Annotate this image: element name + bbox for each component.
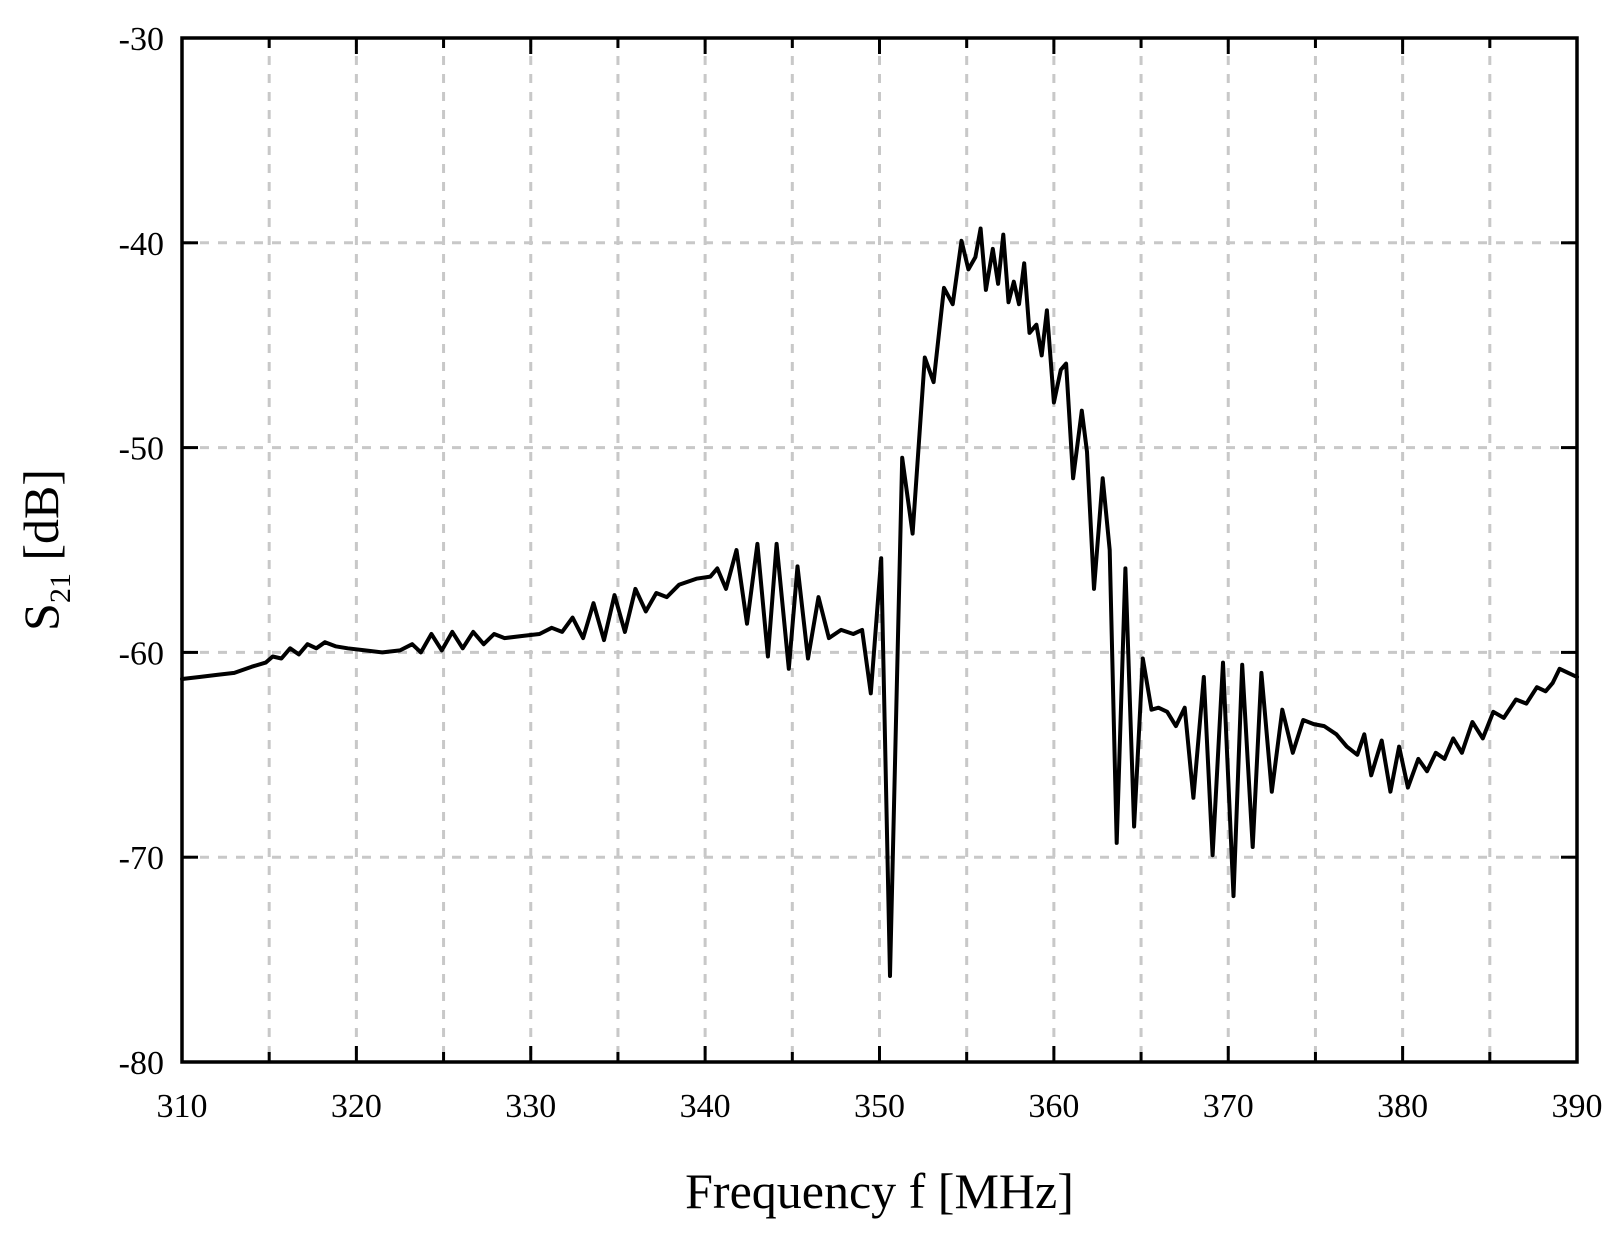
y-axis-title-unit: [dB] bbox=[13, 469, 69, 573]
x-tick-label: 380 bbox=[1377, 1088, 1428, 1125]
series-line-s21 bbox=[180, 226, 1579, 978]
x-tick-label: 390 bbox=[1552, 1088, 1603, 1125]
x-tick-label: 350 bbox=[854, 1088, 905, 1125]
x-tick-label: 340 bbox=[680, 1088, 731, 1125]
x-tick-label: 330 bbox=[505, 1088, 556, 1125]
tick-labels: 310 320 330 340 350 360 370 380 390 -80 -70 -60 -50 -… bbox=[119, 21, 1603, 1125]
y-tick-label: -40 bbox=[119, 226, 164, 263]
axis-ticks bbox=[182, 38, 1577, 1062]
grid-lines bbox=[182, 38, 1577, 1062]
x-tick-label: 310 bbox=[157, 1088, 208, 1125]
y-axis-title-main: S bbox=[13, 603, 69, 631]
x-tick-label: 360 bbox=[1028, 1088, 1079, 1125]
y-tick-label: -50 bbox=[119, 431, 164, 468]
y-tick-label: -60 bbox=[119, 635, 164, 672]
y-tick-label: -30 bbox=[119, 21, 164, 58]
x-tick-label: 320 bbox=[331, 1088, 382, 1125]
y-axis-title: S21 [dB] bbox=[13, 469, 77, 631]
y-tick-label: -70 bbox=[119, 840, 164, 877]
y-tick-label: -80 bbox=[119, 1045, 164, 1082]
y-axis-title-subscript: 21 bbox=[44, 573, 77, 603]
x-axis-title: Frequency f [MHz] bbox=[685, 1163, 1074, 1219]
x-tick-label: 370 bbox=[1203, 1088, 1254, 1125]
